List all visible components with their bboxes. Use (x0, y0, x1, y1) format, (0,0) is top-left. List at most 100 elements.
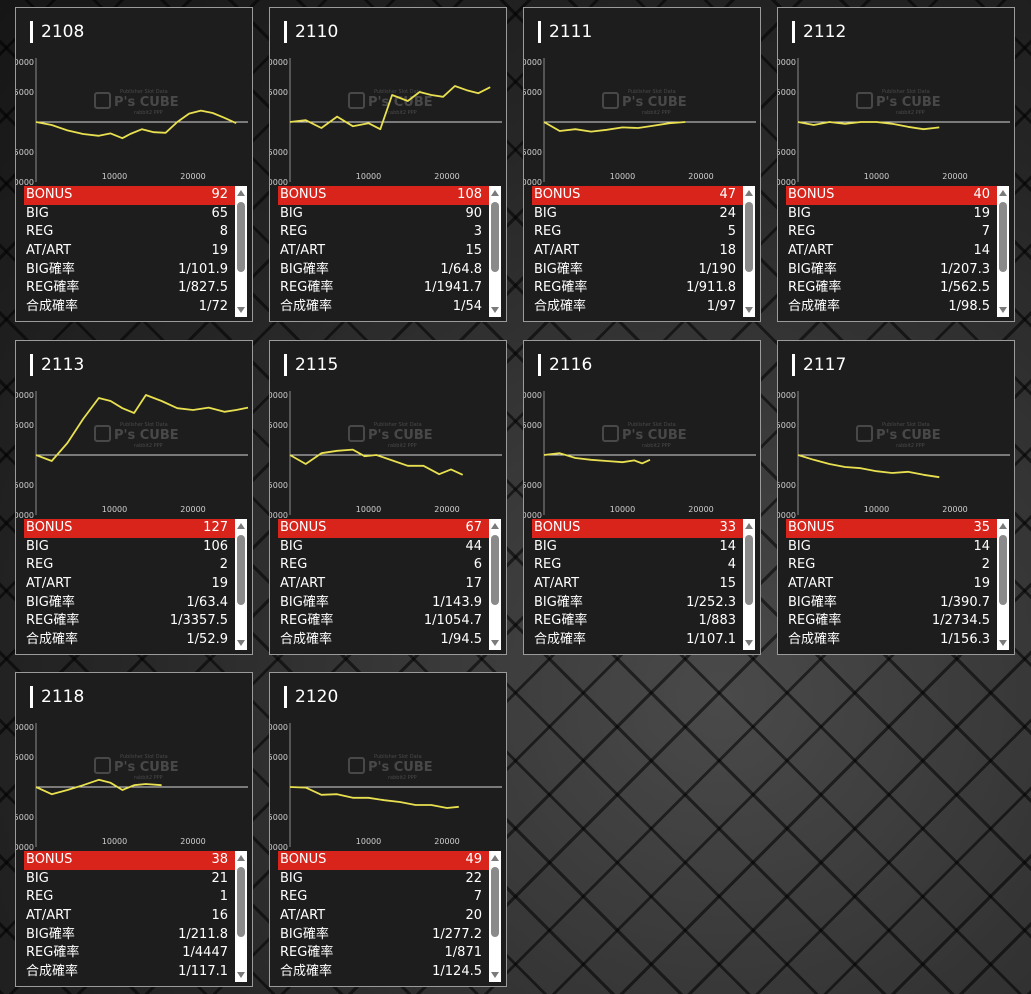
machine-card-2118[interactable]: 2118 P's CUBE Publisher Slot Data rabbit2 P… (15, 672, 253, 987)
stats-scrollbar[interactable] (235, 519, 247, 650)
stats-scrollbar[interactable] (743, 186, 755, 317)
stats-scrollbar[interactable] (489, 186, 501, 317)
scroll-down-icon[interactable] (999, 307, 1007, 313)
stat-value: 3 (473, 224, 482, 240)
scroll-down-icon[interactable] (491, 972, 499, 978)
stat-row: BIG確率 1/63.4 (24, 594, 235, 613)
scroll-up-icon[interactable] (491, 523, 499, 529)
machine-card-2108[interactable]: 2108 P's CUBE Publisher Slot Data rabbit2 P… (15, 7, 253, 322)
stat-value: 65 (211, 205, 228, 221)
card-header: 2108 (30, 21, 84, 43)
stat-value: 1/97 (706, 299, 736, 315)
stat-label: BIG (26, 205, 49, 221)
scroll-down-icon[interactable] (999, 640, 1007, 646)
series-line (35, 109, 237, 140)
stat-label: AT/ART (280, 576, 326, 592)
scroll-thumb[interactable] (745, 535, 753, 605)
stats-scrollbar[interactable] (997, 186, 1009, 317)
stat-row: AT/ART 19 (24, 242, 235, 261)
stat-value: 1/390.7 (940, 594, 990, 610)
stats-scrollbar[interactable] (235, 186, 247, 317)
y-tick-label: -10000 (778, 511, 796, 519)
scroll-up-icon[interactable] (745, 523, 753, 529)
scroll-up-icon[interactable] (237, 523, 245, 529)
scroll-down-icon[interactable] (745, 640, 753, 646)
stat-value: 17 (465, 576, 482, 592)
stats-scrollbar[interactable] (235, 851, 247, 982)
scroll-down-icon[interactable] (237, 640, 245, 646)
stat-label: AT/ART (788, 576, 834, 592)
stat-row: REG確率 1/911.8 (532, 279, 743, 298)
scroll-up-icon[interactable] (237, 190, 245, 196)
stat-value: 106 (203, 538, 228, 554)
stats-scrollbar[interactable] (489, 851, 501, 982)
stat-value: 1/64.8 (440, 261, 482, 277)
header-accent-bar (30, 686, 33, 708)
machine-card-2111[interactable]: 2111 P's CUBE Publisher Slot Data rabbit2 P… (523, 7, 761, 322)
scroll-up-icon[interactable] (999, 190, 1007, 196)
series-line (289, 85, 491, 131)
scroll-down-icon[interactable] (491, 640, 499, 646)
machine-card-2110[interactable]: 2110 P's CUBE Publisher Slot Data rabbit2 P… (269, 7, 507, 322)
stat-value: 21 (211, 870, 228, 886)
stat-value: 1 (219, 889, 228, 905)
stat-value: 1/827.5 (178, 280, 228, 296)
machine-number: 2120 (295, 687, 339, 707)
scroll-thumb[interactable] (999, 535, 1007, 605)
stat-value: 108 (457, 187, 482, 202)
stats-scrollbar[interactable] (997, 519, 1009, 650)
stat-row: REG確率 1/871 (278, 944, 489, 963)
y-tick-label: 10000 (270, 723, 288, 732)
scroll-down-icon[interactable] (237, 307, 245, 313)
stat-value: 1/124.5 (432, 964, 482, 980)
machine-card-2113[interactable]: 2113 P's CUBE Publisher Slot Data rabbit2 P… (15, 340, 253, 655)
stats-list: BONUS 108 BIG 90 REG 3 AT/ART 15 BIG確率 1/64.8 REG確… (278, 186, 501, 317)
stat-label: REG確率 (788, 613, 842, 629)
machine-card-2115[interactable]: 2115 P's CUBE Publisher Slot Data rabbit2 P… (269, 340, 507, 655)
stat-row: AT/ART 16 (24, 907, 235, 926)
stats-scrollbar[interactable] (489, 519, 501, 650)
scroll-down-icon[interactable] (745, 307, 753, 313)
scroll-thumb[interactable] (237, 202, 245, 272)
scroll-thumb[interactable] (745, 202, 753, 272)
stat-row: REG 3 (278, 223, 489, 242)
cube-logo-icon (856, 92, 873, 109)
stat-value: 1/94.5 (440, 632, 482, 648)
scroll-up-icon[interactable] (237, 855, 245, 861)
scroll-up-icon[interactable] (745, 190, 753, 196)
stat-row: BIG 90 (278, 205, 489, 224)
scroll-thumb[interactable] (999, 202, 1007, 272)
scroll-down-icon[interactable] (237, 972, 245, 978)
scroll-up-icon[interactable] (491, 855, 499, 861)
stat-value: 92 (211, 187, 228, 202)
machine-card-2120[interactable]: 2120 P's CUBE Publisher Slot Data rabbit2 P… (269, 672, 507, 987)
card-header: 2112 (792, 21, 846, 43)
machine-card-2112[interactable]: 2112 P's CUBE Publisher Slot Data rabbit2 P… (777, 7, 1015, 322)
stat-label: 合成確率 (534, 299, 587, 315)
scroll-thumb[interactable] (237, 867, 245, 937)
machine-card-2116[interactable]: 2116 P's CUBE Publisher Slot Data rabbit2 P… (523, 340, 761, 655)
x-tick-label: 20000 (180, 505, 205, 514)
machine-number: 2110 (295, 22, 339, 42)
machine-card-2117[interactable]: 2117 P's CUBE Publisher Slot Data rabbit2 P… (777, 340, 1015, 655)
x-tick-label: 10000 (102, 837, 127, 846)
x-tick-label: 10000 (864, 505, 889, 514)
y-tick-label: -5000 (270, 813, 288, 822)
stats-scrollbar[interactable] (743, 519, 755, 650)
header-accent-bar (792, 21, 795, 43)
scroll-up-icon[interactable] (491, 190, 499, 196)
scroll-thumb[interactable] (491, 202, 499, 272)
scroll-thumb[interactable] (491, 867, 499, 937)
y-tick-label: -5000 (16, 813, 34, 822)
scroll-thumb[interactable] (491, 535, 499, 605)
scroll-down-icon[interactable] (491, 307, 499, 313)
stat-value: 67 (465, 520, 482, 535)
stat-row: REG 5 (532, 223, 743, 242)
scroll-thumb[interactable] (237, 535, 245, 605)
scroll-up-icon[interactable] (999, 523, 1007, 529)
stat-label: BIG確率 (534, 261, 583, 277)
